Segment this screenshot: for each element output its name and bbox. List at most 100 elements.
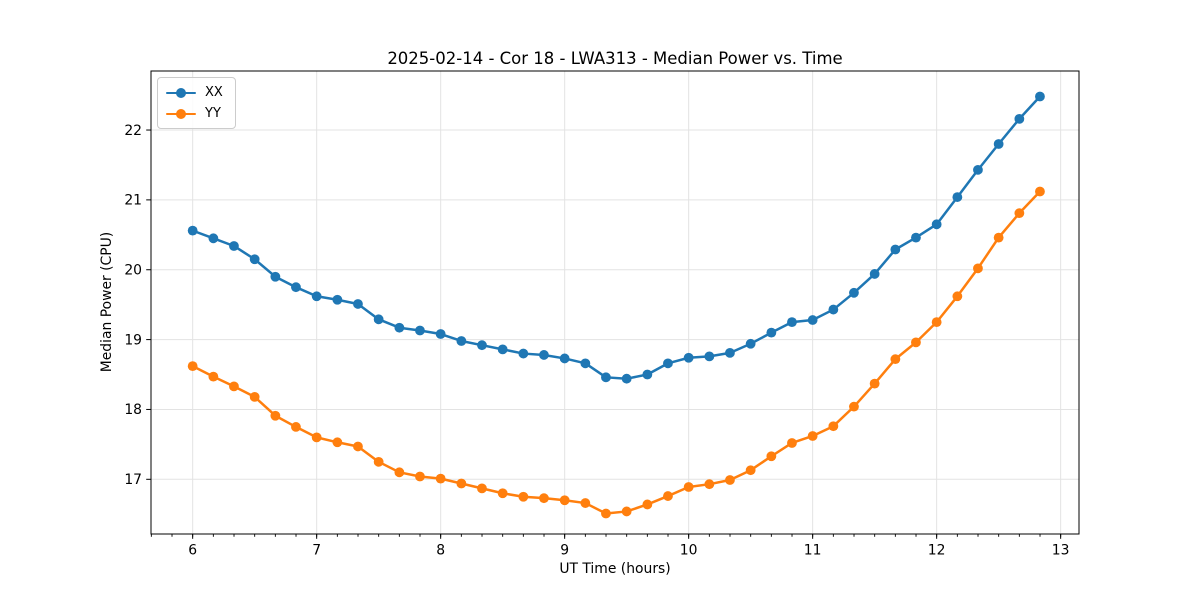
data-point-marker: [745, 338, 756, 349]
data-point-marker: [725, 347, 735, 358]
data-point-marker: [373, 456, 384, 467]
legend-label-yy: YY: [205, 106, 221, 121]
data-point-marker: [332, 294, 343, 305]
data-point-marker: [869, 269, 880, 279]
data-point-marker: [973, 263, 983, 274]
data-point-marker: [704, 351, 715, 362]
data-point-marker: [683, 352, 694, 363]
data-point-marker: [187, 361, 198, 372]
data-point-marker: [931, 317, 942, 328]
data-point-marker: [931, 219, 942, 230]
data-point-marker: [890, 354, 901, 365]
data-point-marker: [249, 254, 260, 265]
data-point-marker: [270, 410, 281, 421]
x-tick-label: 7: [312, 543, 321, 559]
x-tick-label: 13: [1052, 543, 1070, 559]
data-point-marker: [973, 164, 983, 175]
data-point-marker: [911, 232, 921, 243]
data-point-marker: [208, 371, 219, 382]
data-point-marker: [993, 139, 1004, 149]
data-point-marker: [1014, 208, 1025, 219]
data-point-marker: [394, 322, 405, 333]
data-point-marker: [435, 329, 446, 339]
data-point-marker: [435, 473, 446, 484]
legend-label-xx: XX: [205, 85, 223, 100]
data-point-marker: [353, 299, 363, 309]
data-point-marker: [704, 479, 715, 490]
data-point-marker: [1035, 91, 1045, 102]
data-point-marker: [952, 192, 963, 202]
data-point-marker: [787, 438, 797, 448]
data-point-marker: [663, 358, 673, 369]
y-tick-label: 18: [124, 402, 142, 418]
data-point-marker: [229, 241, 239, 251]
data-point-marker: [1035, 186, 1045, 197]
data-point-marker: [394, 467, 405, 478]
legend-item-yy: YY: [166, 103, 223, 124]
x-tick-label: 10: [680, 543, 698, 559]
data-point-marker: [311, 291, 322, 302]
data-point-marker: [1014, 113, 1025, 124]
data-point-marker: [849, 287, 859, 298]
data-point-marker: [642, 369, 653, 380]
data-point-marker: [828, 304, 839, 315]
data-point-marker: [456, 336, 467, 346]
x-tick-label: 11: [804, 543, 822, 559]
x-axis-label: UT Time (hours): [559, 561, 671, 577]
data-point-marker: [601, 372, 611, 383]
data-point-marker: [291, 422, 301, 432]
x-tick-label: 8: [436, 543, 445, 559]
data-point-marker: [849, 401, 859, 412]
data-point-marker: [270, 271, 281, 282]
data-point-marker: [952, 291, 963, 302]
data-point-marker: [539, 350, 549, 360]
data-point-marker: [497, 344, 508, 355]
legend-item-xx: XX: [166, 82, 223, 103]
y-tick-label: 20: [124, 263, 142, 279]
data-point-marker: [745, 465, 756, 476]
data-point-marker: [559, 353, 570, 364]
data-point-marker: [621, 373, 632, 384]
data-point-marker: [642, 499, 653, 510]
data-point-marker: [890, 244, 901, 255]
data-point-marker: [518, 491, 529, 502]
data-point-marker: [559, 495, 570, 506]
data-point-marker: [353, 441, 363, 452]
data-point-marker: [456, 478, 467, 489]
data-point-marker: [869, 378, 880, 389]
data-point-marker: [766, 451, 777, 462]
data-point-marker: [621, 506, 632, 517]
data-point-marker: [580, 358, 591, 369]
x-tick-label: 6: [188, 543, 197, 559]
data-point-marker: [332, 437, 343, 448]
data-point-marker: [229, 381, 239, 392]
data-point-marker: [911, 337, 921, 348]
data-point-marker: [807, 315, 818, 325]
data-point-marker: [601, 508, 611, 519]
chart-title: 2025-02-14 - Cor 18 - LWA313 - Median Po…: [387, 49, 843, 68]
y-axis-label: Median Power (CPU): [99, 231, 115, 373]
data-point-marker: [291, 282, 301, 293]
data-point-marker: [683, 482, 694, 492]
data-point-marker: [787, 317, 797, 328]
line-marker-sample-icon: [166, 87, 196, 99]
data-point-marker: [518, 348, 529, 359]
data-point-marker: [477, 483, 487, 494]
data-point-marker: [187, 225, 198, 236]
data-point-marker: [415, 471, 425, 482]
data-point-marker: [663, 491, 673, 501]
legend: XX YY: [157, 77, 236, 129]
data-point-marker: [807, 431, 818, 441]
line-marker-sample-icon: [166, 108, 196, 120]
y-tick-label: 21: [124, 193, 142, 209]
plot-border: [150, 70, 1080, 535]
data-point-marker: [477, 340, 487, 351]
data-point-marker: [415, 325, 425, 336]
data-point-marker: [208, 233, 219, 244]
x-tick-label: 9: [560, 543, 569, 559]
x-tick-label: 12: [928, 543, 946, 559]
y-tick-label: 22: [124, 123, 142, 139]
y-tick-label: 19: [124, 332, 142, 348]
